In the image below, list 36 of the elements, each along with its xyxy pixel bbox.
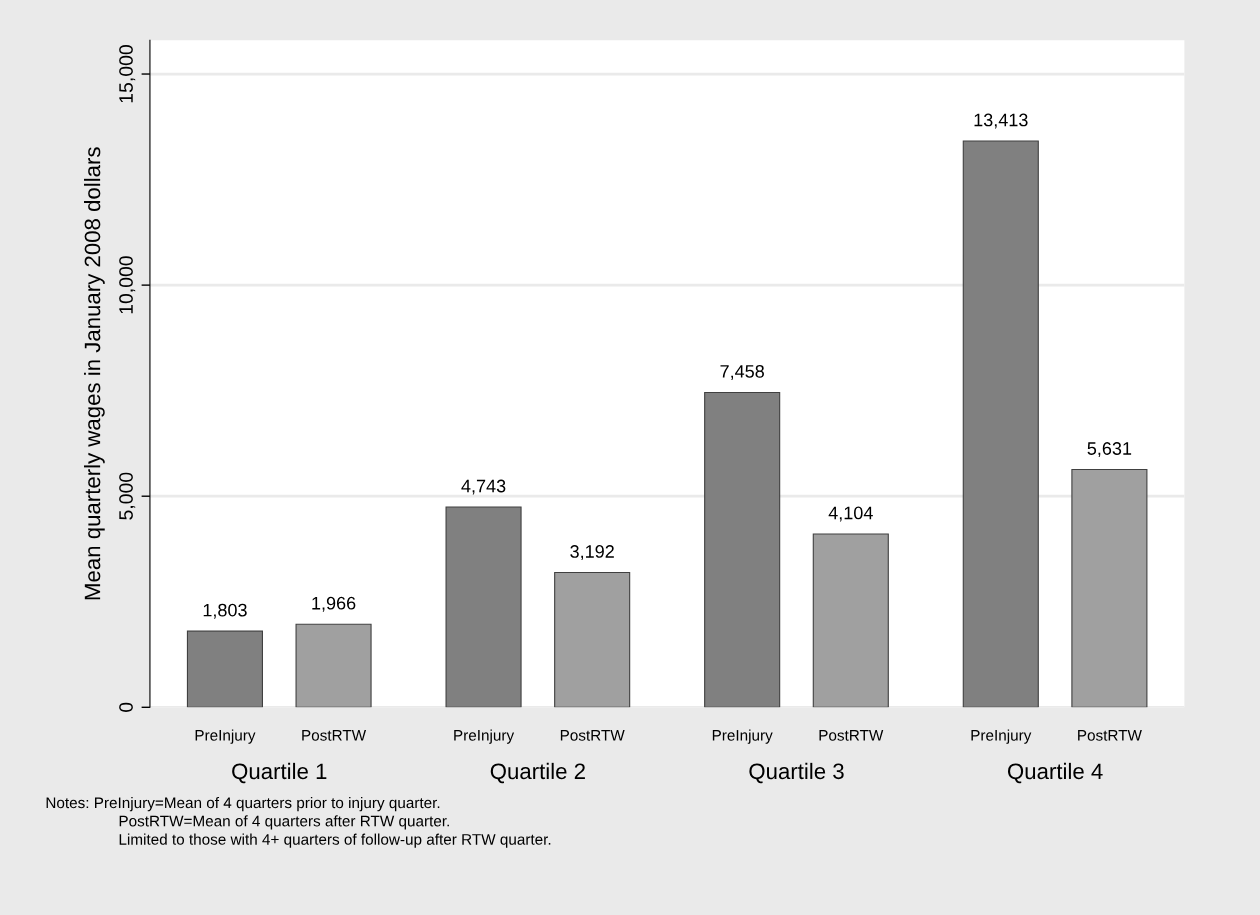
text: PreInjury — [712, 729, 773, 744]
x-tick-label: Quartile 1 — [232, 762, 327, 784]
text: PreInjury — [454, 729, 515, 744]
text: PostRTW — [560, 730, 625, 741]
x-tick-label: Quartile 2 — [490, 762, 585, 784]
data-label: 5,631 — [1087, 442, 1132, 458]
bar — [704, 391, 781, 708]
x-tick-label: Quartile 3 — [749, 762, 844, 784]
x-tick-label: Quartile 4 — [1007, 762, 1103, 784]
data-label: 4,104 — [828, 506, 873, 522]
text: PostRTW — [1078, 730, 1142, 741]
text: PostRTW — [819, 730, 884, 741]
y-tick-label: 10,000 — [119, 256, 136, 314]
data-label: 7,458 — [720, 364, 764, 380]
bar — [554, 571, 631, 708]
text: Limited to those with 4+ quarters of follow-up after RTW quarter. — [119, 833, 551, 848]
bar — [295, 623, 372, 708]
data-label: 1,803 — [203, 603, 247, 619]
data-label: 4,743 — [461, 479, 506, 495]
bar — [812, 533, 889, 708]
y-tick-label: 15,000 — [119, 45, 136, 103]
bar — [962, 140, 1039, 708]
series-label: PreInjury — [195, 729, 256, 744]
text: PreInjury — [971, 729, 1032, 744]
text: Notes: PreInjury=Mean of 4 quarters prior to injury quarter. — [46, 796, 440, 812]
bar — [445, 506, 522, 708]
y-tick-label: 5,000 — [119, 472, 136, 520]
y-axis-title: Mean quarterly wages in January 2008 dollars — [84, 147, 105, 600]
series-label: PostRTW — [302, 730, 367, 741]
bar — [186, 630, 263, 708]
bar — [1071, 469, 1148, 708]
text: PostRTW=Mean of 4 quarters after RTW quarter. — [119, 815, 449, 830]
data-label: 3,192 — [570, 545, 614, 560]
data-label: 13,413 — [974, 113, 1028, 129]
y-tick-label: 0 — [119, 702, 133, 712]
data-label: 1,966 — [312, 596, 356, 612]
